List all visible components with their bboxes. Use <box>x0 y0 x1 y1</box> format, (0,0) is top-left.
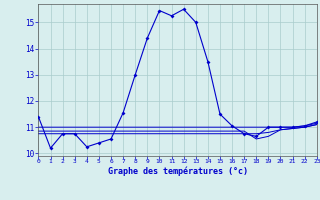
X-axis label: Graphe des températures (°c): Graphe des températures (°c) <box>108 167 248 176</box>
